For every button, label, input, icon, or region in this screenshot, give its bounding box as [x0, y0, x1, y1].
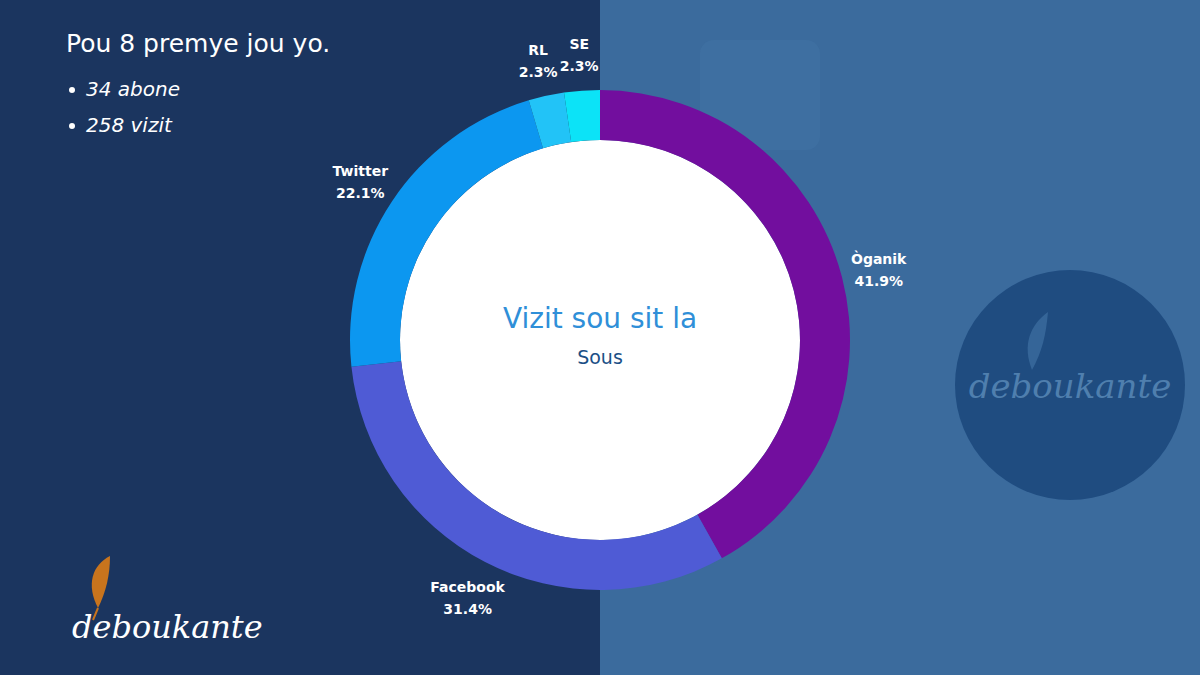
slice-value-label: 22.1% [336, 185, 385, 201]
logo-feather-faint [1028, 312, 1048, 370]
center-title: Vizit sou sit la [503, 302, 697, 335]
chart-svg: deboukante Pou 8 premye jou yo. 34 abone 25… [0, 0, 1200, 675]
bullet-text: 34 abone [86, 77, 180, 101]
slice-value-label: 31.4% [443, 601, 492, 617]
slice-value-label: 41.9% [854, 273, 903, 289]
center-subtitle: Sous [577, 346, 623, 368]
slice-value-label: 2.3% [560, 58, 599, 74]
slice-value-label: 2.3% [519, 64, 558, 80]
bullet-text: 258 vizit [86, 113, 173, 137]
bullet-dot [69, 87, 75, 93]
logo-text-left: deboukante [72, 608, 263, 646]
logo-circle [955, 270, 1185, 500]
slice-category-label: SE [569, 36, 589, 52]
donut-hole [400, 140, 800, 540]
donut-slice [564, 90, 600, 142]
logo-feather [92, 556, 110, 608]
bullet-dot [69, 123, 75, 129]
donut-slice [529, 93, 571, 149]
slice-labels: Òganik 41.9% Facebook 31.4% Twitter 22.1% RL 2.… [333, 36, 908, 617]
title: Pou 8 premye jou yo. [66, 29, 330, 58]
slices [350, 90, 850, 590]
slice-category-label: Twitter [333, 163, 389, 179]
donut-slice [351, 361, 721, 590]
slice-category-label: Òganik [851, 250, 907, 267]
chart-root: deboukante Pou 8 premye jou yo. 34 abone 25… [0, 0, 1200, 675]
slice-category-label: RL [528, 42, 548, 58]
slice-category-label: Facebook [430, 579, 505, 595]
logo-text-right: deboukante [969, 366, 1172, 406]
